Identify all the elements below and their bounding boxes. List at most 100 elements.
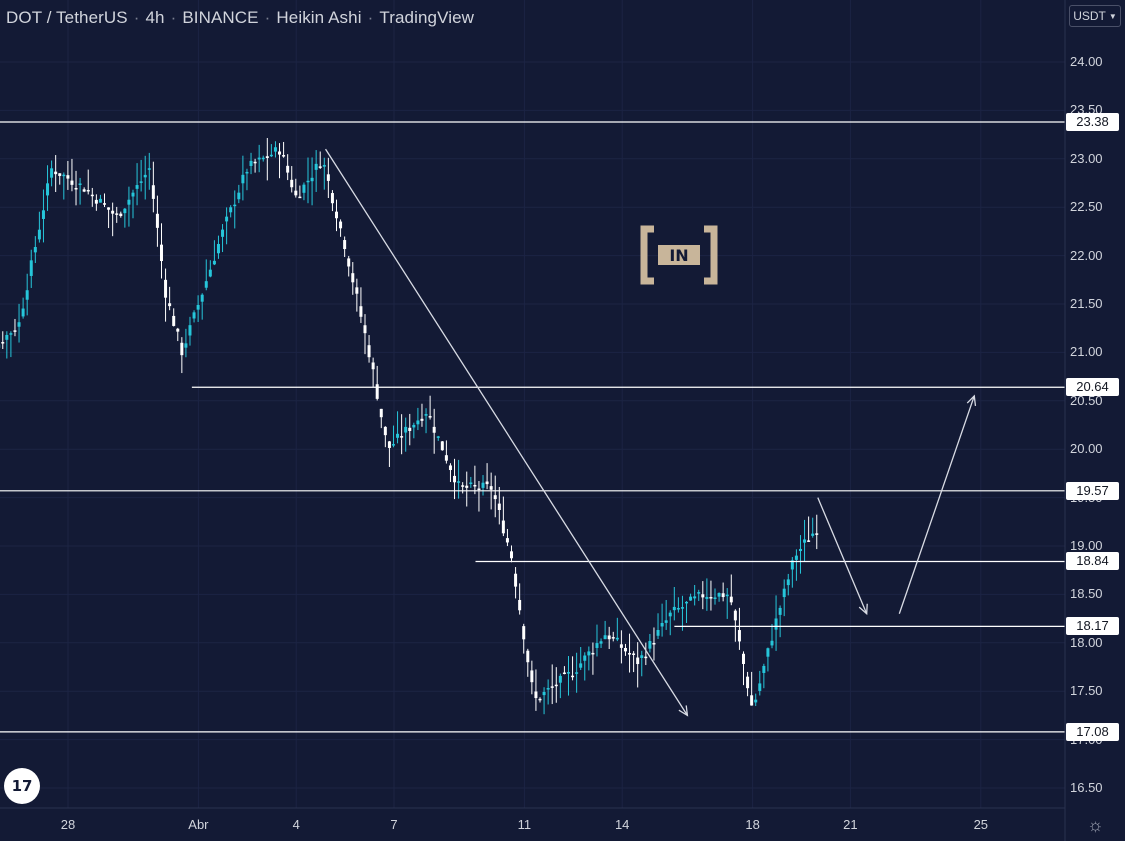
candle-body: [554, 684, 558, 687]
header-separator: ·: [264, 8, 271, 27]
candle-body: [640, 655, 644, 658]
candle-body: [66, 175, 70, 179]
candle-body: [628, 653, 632, 655]
candle-body: [803, 539, 807, 543]
candle-body: [534, 691, 538, 699]
candle-body: [25, 290, 29, 300]
candle-body: [762, 665, 766, 673]
time-tick-label: 4: [292, 817, 300, 832]
candle-body: [233, 204, 237, 207]
candle-body: [216, 243, 220, 254]
price-tick-label: 21.50: [1070, 296, 1103, 311]
candle-body: [74, 187, 78, 190]
candle-body: [70, 180, 74, 185]
candle-body: [566, 672, 570, 674]
header-separator: ·: [170, 8, 177, 27]
candle-body: [241, 174, 245, 184]
candle-body: [542, 691, 546, 696]
candle-body: [237, 192, 241, 200]
candle-body: [111, 210, 115, 214]
currency-label: USDT: [1073, 9, 1106, 23]
candles: [0, 137, 819, 715]
candle-body: [273, 147, 277, 152]
candle-body: [729, 596, 733, 603]
level-price-label: 17.08: [1066, 722, 1119, 741]
candle-body: [737, 630, 741, 642]
price-tick-label: 22.00: [1070, 247, 1103, 263]
candle-body: [473, 484, 477, 487]
candle-body: [416, 420, 420, 425]
projection-leg-up: [898, 395, 975, 614]
candle-body: [550, 686, 554, 688]
candle-body: [314, 163, 318, 170]
trendline: [324, 148, 688, 716]
candle-body: [98, 198, 102, 203]
watermark-text: IN: [669, 246, 688, 265]
time-tick-label: 28: [60, 817, 76, 832]
candle-body: [322, 164, 326, 167]
candle-body: [188, 325, 192, 336]
candle-body: [693, 596, 697, 599]
candle-body: [265, 156, 269, 159]
price-tick-label: 19.00: [1070, 538, 1103, 553]
platform: TradingView: [379, 8, 475, 27]
candle-body: [709, 597, 713, 599]
candle-body: [505, 538, 509, 543]
tradingview-logo[interactable]: 17: [4, 768, 40, 804]
candle-body: [632, 653, 636, 655]
candle-body: [778, 607, 782, 615]
candle-body: [440, 441, 444, 451]
currency-button[interactable]: USDT ▼: [1069, 5, 1121, 27]
candle-body: [326, 174, 330, 181]
interval[interactable]: 4h: [145, 8, 165, 27]
header-separator: ·: [133, 8, 140, 27]
candle-body: [192, 312, 196, 319]
horizontal-levels: [0, 121, 1065, 733]
candle-body: [200, 294, 204, 302]
candle-body: [371, 362, 375, 370]
candle-body: [196, 305, 200, 310]
candle-body: [17, 322, 21, 327]
time-tick-label: 11: [517, 817, 532, 832]
candle-body: [286, 165, 290, 173]
candle-body: [359, 306, 363, 317]
candle-body: [298, 196, 302, 199]
candle-body: [176, 328, 180, 332]
candle-body: [562, 672, 566, 675]
candle-body: [420, 418, 424, 421]
candle-body: [750, 695, 754, 706]
time-tick-label: 14: [614, 817, 630, 832]
candle-body: [408, 427, 412, 431]
candle-body: [807, 540, 811, 542]
candle-body: [347, 258, 351, 267]
header-separator: ·: [367, 8, 374, 27]
candle-body: [119, 213, 123, 217]
price-tick-label: 20.00: [1070, 441, 1103, 457]
candle-body: [713, 597, 717, 599]
candle-body: [33, 247, 37, 253]
price-tick-label: 20.50: [1070, 392, 1103, 408]
candle-body: [774, 618, 778, 630]
candle-body: [672, 606, 676, 611]
candle-body: [127, 199, 131, 205]
symbol-name[interactable]: DOT / TetherUS: [6, 8, 128, 27]
candle-body: [648, 641, 652, 649]
candle-body: [391, 444, 395, 446]
exchange: BINANCE: [182, 8, 259, 27]
candle-body: [115, 213, 119, 215]
level-price-label: 20.64: [1066, 378, 1119, 397]
candle-body: [758, 683, 762, 691]
gear-icon[interactable]: ☼: [1087, 815, 1104, 835]
time-tick-label: Abr: [188, 817, 209, 832]
candle-body: [82, 189, 86, 192]
candle-body: [257, 157, 261, 160]
candle-body: [400, 436, 404, 438]
chart-style[interactable]: Heikin Ashi: [276, 8, 362, 27]
projection-leg-down: [817, 497, 868, 615]
candle-body: [245, 171, 249, 174]
candle-body: [664, 620, 668, 623]
candle-body: [815, 533, 819, 535]
candle-body: [465, 485, 469, 488]
candle-body: [428, 416, 432, 418]
